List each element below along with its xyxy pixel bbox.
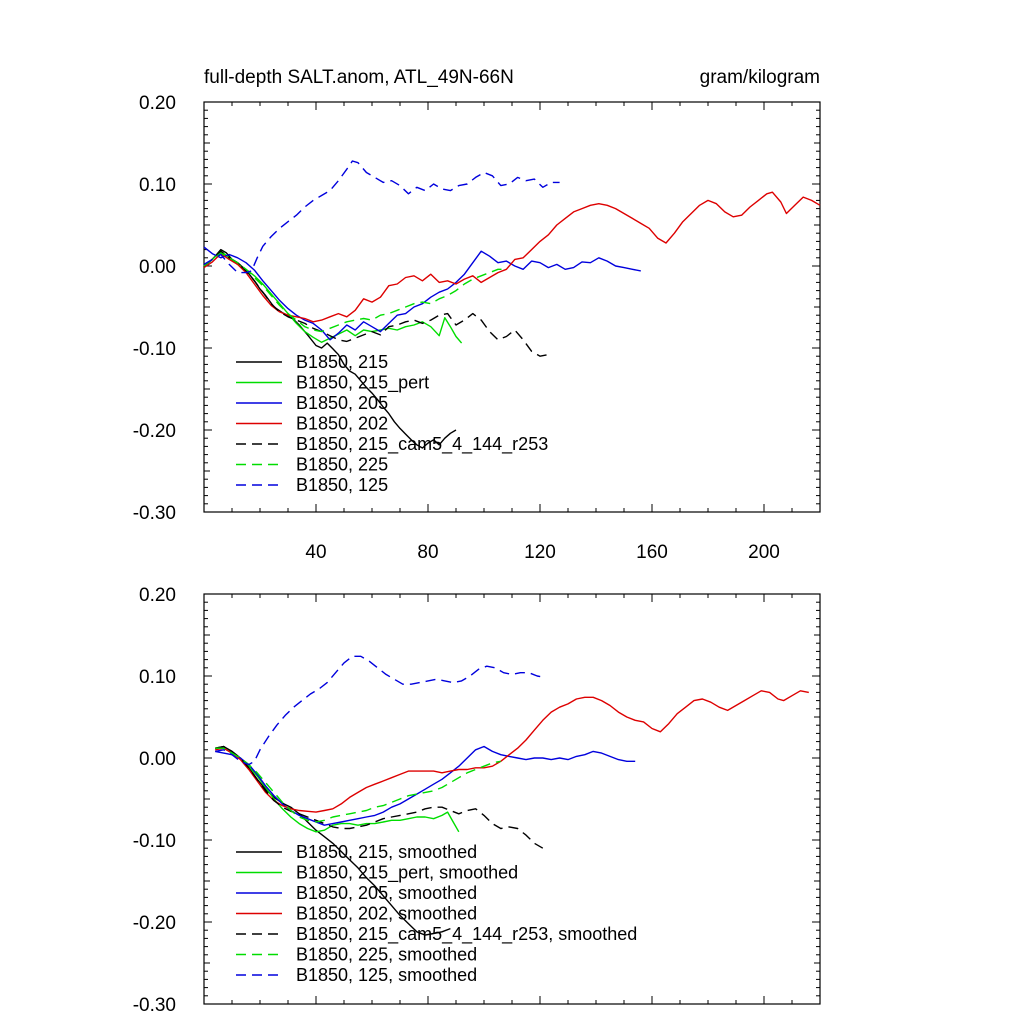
series-line: [215, 747, 460, 833]
legend-label: B1850, 225: [296, 455, 388, 475]
x-tick-label: 40: [305, 542, 326, 563]
y-tick-label: -0.10: [133, 339, 176, 360]
series-line: [203, 252, 504, 333]
series-line: [203, 250, 463, 344]
legend-label: B1850, 205, smoothed: [296, 883, 477, 903]
y-tick-label: 0.00: [139, 749, 176, 770]
legend-label: B1850, 215_cam5_4_144_r253: [296, 434, 548, 455]
top-panel: full-depth SALT.anom, ATL_49N-66N gram/k…: [133, 67, 821, 563]
series-line: [215, 745, 544, 849]
x-tick-label: 160: [636, 542, 668, 563]
series-line: [215, 745, 636, 826]
series-line: [215, 747, 501, 823]
series-line: [203, 246, 641, 341]
x-tick-label: 80: [417, 542, 438, 563]
y-tick-label: 0.20: [139, 585, 176, 606]
x-tick-label: 120: [524, 542, 556, 563]
y-tick-label: 0.10: [139, 175, 176, 196]
legend-label: B1850, 215, smoothed: [296, 842, 477, 862]
y-tick-label: 0.10: [139, 667, 176, 688]
chart-units: gram/kilogram: [700, 67, 820, 88]
y-tick-label: -0.20: [133, 913, 176, 934]
bottom-panel: 0.20 0.10 0.00 -0.10 -0.20 -0.30 B1850, 215, …: [133, 585, 821, 1016]
series-line: [203, 250, 549, 357]
series-line: [203, 191, 821, 323]
chart-title: full-depth SALT.anom, ATL_49N-66N: [204, 67, 514, 88]
y-tick-label: -0.10: [133, 831, 176, 852]
legend-label: B1850, 125: [296, 475, 388, 495]
y-tick-label: -0.30: [133, 995, 176, 1016]
y-tick-label: -0.20: [133, 421, 176, 442]
series-line: [215, 690, 809, 813]
series-line: [203, 160, 560, 274]
legend-label: B1850, 125, smoothed: [296, 965, 477, 985]
y-tick-label: -0.30: [133, 503, 176, 524]
y-tick-label: 0.00: [139, 257, 176, 278]
x-tick-label: 200: [748, 542, 780, 563]
legend-label: B1850, 202: [296, 414, 388, 434]
legend-label: B1850, 225, smoothed: [296, 945, 477, 965]
legend-label: B1850, 215_cam5_4_144_r253, smoothed: [296, 924, 637, 945]
legend-label: B1850, 215: [296, 352, 388, 372]
legend-label: B1850, 215_pert, smoothed: [296, 863, 518, 884]
legend-label: B1850, 202, smoothed: [296, 904, 477, 924]
legend-label: B1850, 205: [296, 393, 388, 413]
series-line: [215, 655, 546, 766]
y-tick-label: 0.20: [139, 93, 176, 114]
legend-label: B1850, 215_pert: [296, 373, 429, 394]
